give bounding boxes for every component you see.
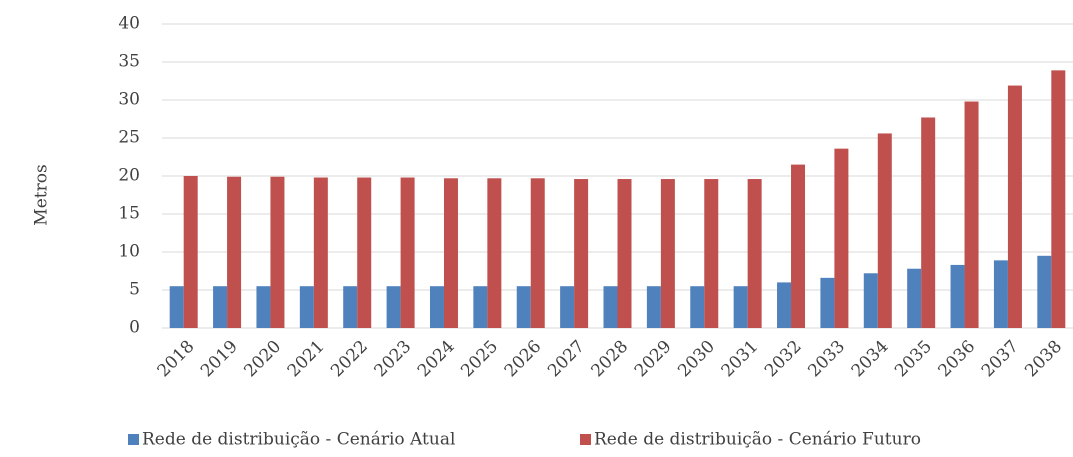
bar xyxy=(863,273,878,328)
legend-label: Rede de distribuição - Cenário Futuro xyxy=(594,430,921,450)
x-tick-label: 2034 xyxy=(848,337,893,382)
bar xyxy=(429,286,444,328)
bar xyxy=(299,286,314,328)
bar xyxy=(747,179,762,328)
bar xyxy=(617,179,632,328)
x-tick-label: 2018 xyxy=(154,337,199,382)
x-tick-label: 2023 xyxy=(371,337,416,382)
bar xyxy=(530,178,545,328)
bar xyxy=(907,268,922,328)
x-tick-label: 2028 xyxy=(587,337,632,382)
legend-swatch xyxy=(128,434,139,445)
x-tick-label: 2021 xyxy=(284,337,329,382)
bar xyxy=(213,286,228,328)
bar xyxy=(1037,255,1052,328)
x-tick-label: 2019 xyxy=(197,337,242,382)
bar xyxy=(574,179,589,328)
y-tick-label: 5 xyxy=(129,280,140,300)
y-tick-label: 10 xyxy=(118,242,140,262)
bar xyxy=(690,286,705,328)
bar xyxy=(950,264,965,328)
bar xyxy=(791,164,806,328)
x-tick-label: 2035 xyxy=(891,337,936,382)
bar xyxy=(256,286,271,328)
bar xyxy=(1007,85,1022,328)
x-tick-label: 2033 xyxy=(804,337,849,382)
bar xyxy=(660,179,675,328)
x-tick-label: 2037 xyxy=(978,337,1023,382)
bar xyxy=(343,286,358,328)
y-tick-label: 20 xyxy=(118,166,140,186)
x-tick-label: 2020 xyxy=(240,337,285,382)
y-tick-label: 15 xyxy=(118,204,140,224)
bar xyxy=(270,176,285,328)
bar xyxy=(313,177,328,328)
y-tick-label: 40 xyxy=(118,14,140,34)
y-tick-label: 25 xyxy=(118,128,140,148)
bar xyxy=(357,177,372,328)
bar xyxy=(473,286,488,328)
bar xyxy=(443,178,458,328)
bar xyxy=(516,286,531,328)
legend-swatch xyxy=(580,434,591,445)
x-tick-label: 2030 xyxy=(674,337,719,382)
bar xyxy=(169,286,184,328)
bar xyxy=(400,177,415,328)
x-tick-label: 2029 xyxy=(631,337,676,382)
bar xyxy=(560,286,575,328)
bar xyxy=(820,277,835,328)
bar xyxy=(993,260,1008,328)
x-tick-label: 2026 xyxy=(501,337,546,382)
bar xyxy=(921,117,936,328)
x-tick-label: 2036 xyxy=(935,337,980,382)
bar xyxy=(834,148,849,328)
y-tick-label: 35 xyxy=(118,52,140,72)
bar xyxy=(603,286,618,328)
bar xyxy=(227,176,242,328)
y-tick-label: 30 xyxy=(118,90,140,110)
x-tick-label: 2024 xyxy=(414,337,459,382)
x-tick-label: 2038 xyxy=(1021,337,1066,382)
x-tick-label: 2027 xyxy=(544,337,589,382)
x-tick-label: 2022 xyxy=(327,337,372,382)
bar xyxy=(183,176,198,328)
bar xyxy=(964,101,979,329)
legend-label: Rede de distribuição - Cenário Atual xyxy=(142,430,455,450)
bar xyxy=(487,178,502,328)
bar xyxy=(777,282,792,328)
bar xyxy=(733,286,748,328)
y-axis-label: Metros xyxy=(32,164,52,225)
bar xyxy=(386,286,401,328)
y-tick-label: 0 xyxy=(129,318,140,338)
x-tick-label: 2031 xyxy=(718,337,763,382)
bar xyxy=(646,286,661,328)
bar xyxy=(1051,70,1066,329)
bar xyxy=(704,179,719,328)
bar xyxy=(877,133,892,328)
x-tick-label: 2025 xyxy=(457,337,502,382)
x-tick-label: 2032 xyxy=(761,337,806,382)
